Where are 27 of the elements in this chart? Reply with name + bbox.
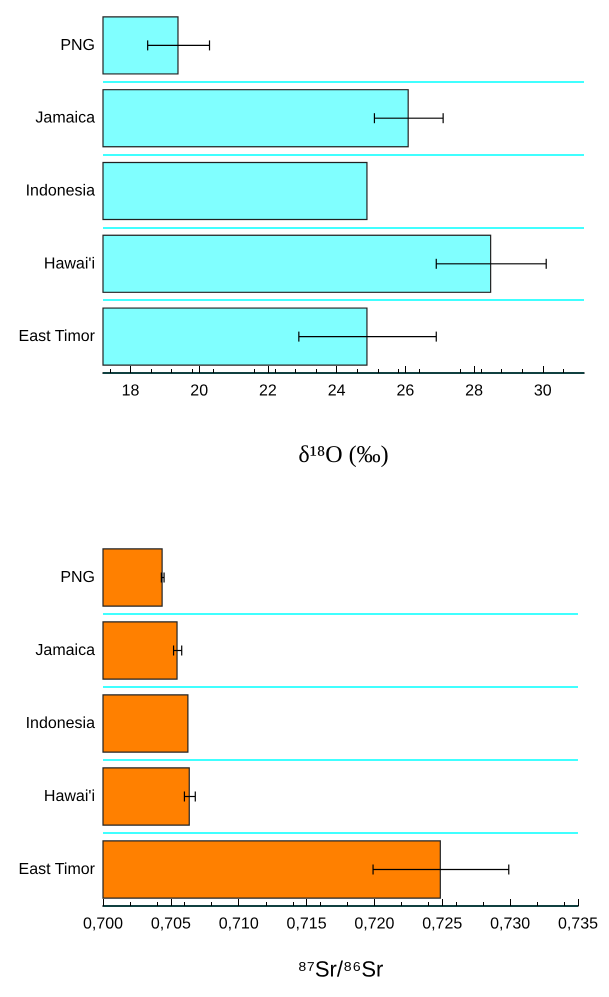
x-tick-label: 0,710 bbox=[218, 916, 259, 932]
x-tick-label: 22 bbox=[259, 382, 277, 400]
x-tick-label: 0,715 bbox=[286, 916, 327, 932]
x-tick-label: 26 bbox=[396, 382, 414, 400]
y-tick-label: East Timor bbox=[18, 328, 96, 346]
y-tick-label: Hawai'i bbox=[44, 255, 95, 272]
x-tick-label: 20 bbox=[190, 382, 208, 400]
y-tick-label: PNG bbox=[60, 569, 95, 586]
y-tick-label: Indonesia bbox=[26, 715, 96, 732]
y-tick-label: Indonesia bbox=[26, 182, 96, 200]
y-tick-label: Jamaica bbox=[35, 642, 96, 659]
x-tick-label: 0,705 bbox=[150, 916, 191, 932]
x-tick-label: 24 bbox=[328, 382, 346, 400]
y-tick-label: Jamaica bbox=[35, 110, 96, 127]
x-axis-title: ⁸⁷Sr/⁸⁶Sr bbox=[298, 956, 384, 982]
y-tick-label: East Timor bbox=[18, 861, 96, 878]
x-axis-title: δ¹⁸O (‰) bbox=[298, 442, 389, 468]
x-tick-label: 18 bbox=[122, 382, 140, 400]
x-tick-label: 0,730 bbox=[490, 916, 530, 932]
y-tick-label: PNG bbox=[60, 36, 95, 54]
x-tick-label: 30 bbox=[534, 382, 552, 400]
x-tick-label: 0,700 bbox=[82, 916, 124, 932]
y-tick-label: Hawai'i bbox=[44, 788, 95, 805]
x-tick-label: 0,735 bbox=[558, 916, 598, 932]
x-tick-label: 0,725 bbox=[422, 916, 462, 932]
x-tick-label: 28 bbox=[465, 382, 484, 400]
x-tick-label: 0,720 bbox=[354, 916, 395, 932]
